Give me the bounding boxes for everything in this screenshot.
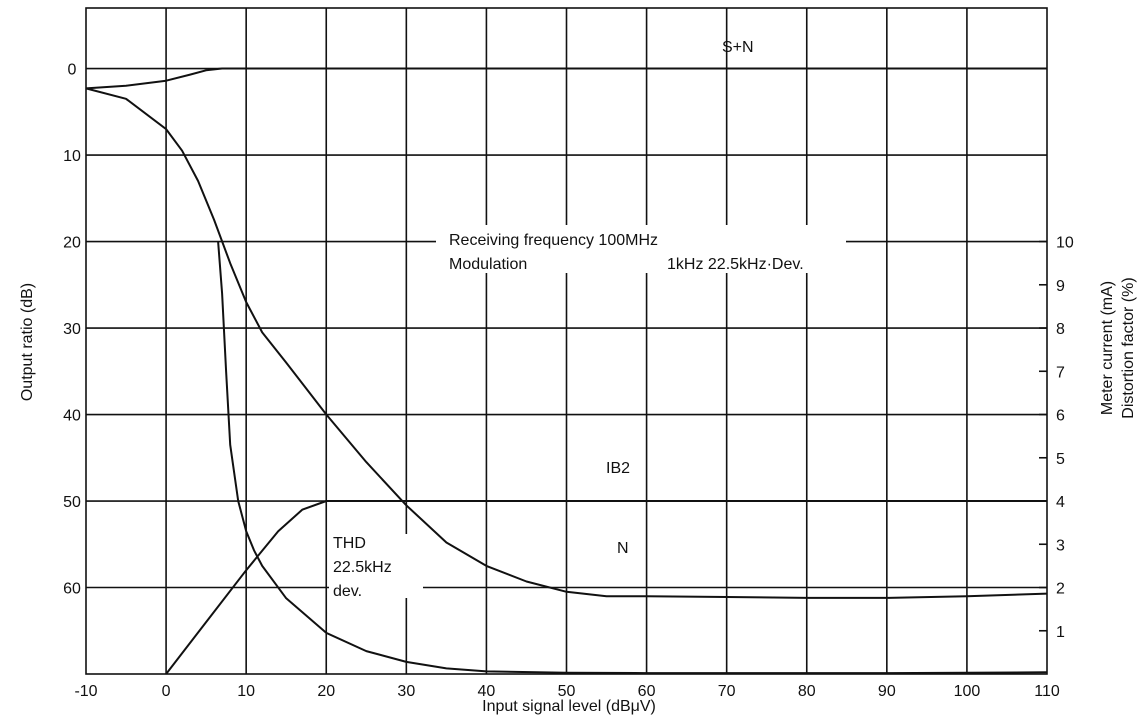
series-layer (85, 67, 1048, 675)
x-tick-label: 100 (954, 683, 981, 700)
x-tick-label: 80 (798, 683, 816, 700)
right-axis-title-distortion-factor: Distortion factor (%) (1120, 277, 1137, 418)
right-tick-label: 2 (1056, 581, 1065, 598)
x-tick-label: 40 (478, 683, 496, 700)
y-tick-label: 20 (63, 235, 81, 252)
conditions-line-2-value: 1kHz 22.5kHz·Dev. (667, 256, 804, 273)
x-tick-label: 50 (558, 683, 576, 700)
x-tick-label: 30 (397, 683, 415, 700)
series-label-ib2: IB2 (606, 460, 630, 477)
right-tick-label: 5 (1056, 451, 1065, 468)
x-tick-label: 0 (162, 683, 171, 700)
x-tick-label: 10 (237, 683, 255, 700)
y-tick-label: 40 (63, 408, 81, 425)
thd-label-line-2: 22.5kHz (333, 559, 392, 576)
x-tick-label: 90 (878, 683, 896, 700)
series-label-n: N (617, 540, 629, 557)
right-tick-label: 9 (1056, 278, 1065, 295)
right-axis-title-meter-current: Meter current (mA) (1099, 281, 1116, 415)
conditions-line-2-label: Modulation (449, 256, 527, 273)
x-tick-label: 110 (1034, 683, 1060, 700)
right-tick-label: 3 (1056, 537, 1065, 554)
conditions-line-1: Receiving frequency 100MHz (449, 232, 658, 249)
series-s-plus-n (85, 67, 1047, 90)
right-tick-label: 1 (1056, 624, 1065, 641)
y-tick-label: 50 (63, 494, 81, 511)
thd-label-line-1: THD (333, 535, 366, 552)
series-thd (217, 241, 1048, 675)
right-tick-label: 6 (1056, 408, 1065, 425)
series-label-s-plus-n: S+N (722, 39, 754, 56)
right-tick-label: 4 (1056, 494, 1065, 511)
y-axis-title: Output ratio (dB) (19, 283, 36, 401)
grid (85, 7, 1048, 675)
x-tick-label: -10 (74, 683, 97, 700)
x-tick-label: 60 (638, 683, 656, 700)
right-tick-label: 10 (1056, 235, 1074, 252)
series-noise (85, 87, 1048, 599)
x-axis-title: Input signal level (dBμV) (482, 698, 656, 715)
y-tick-label: 30 (63, 321, 81, 338)
conditions-label-background (436, 225, 846, 273)
right-tick-label: 8 (1056, 321, 1065, 338)
thd-label-background (329, 534, 423, 598)
thd-label-line-3: dev. (333, 583, 362, 600)
x-tick-label: 70 (718, 683, 736, 700)
y-tick-label: 60 (63, 581, 81, 598)
right-tick-label: 7 (1056, 364, 1065, 381)
y-tick-label: 0 (68, 62, 77, 79)
x-tick-label: 20 (317, 683, 335, 700)
tick-labels: -10 0 10 20 30 40 50 60 70 80 90 100 110010203040506… (63, 62, 1074, 700)
y-tick-label: 10 (63, 148, 81, 165)
series-ib2 (165, 500, 1047, 675)
